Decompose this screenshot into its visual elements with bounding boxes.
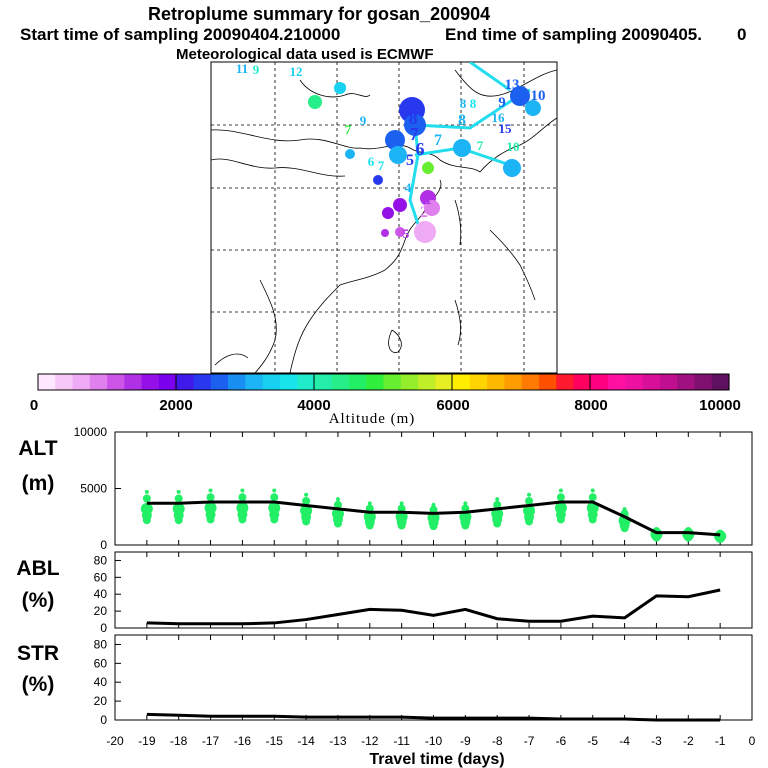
y-tick-label: 80 xyxy=(94,637,108,651)
x-tick-label: -7 xyxy=(524,734,535,748)
y-tick-label: 0 xyxy=(100,621,107,635)
alt-dot xyxy=(173,510,184,521)
panel-unit: (%) xyxy=(22,589,55,612)
sampling-end: End time of sampling 20090405. xyxy=(445,25,702,44)
y-tick-label: 5000 xyxy=(80,482,107,496)
x-tick-label: -15 xyxy=(266,734,284,748)
alt-dot xyxy=(240,488,245,493)
x-tick-label: -18 xyxy=(170,734,188,748)
x-tick-label: -17 xyxy=(202,734,220,748)
alt-dot xyxy=(397,504,406,513)
alt-dot xyxy=(622,507,627,512)
alt-dot xyxy=(238,493,247,502)
alt-dot xyxy=(654,527,659,532)
alt-dot xyxy=(208,488,213,493)
y-tick-label: 60 xyxy=(94,656,108,670)
x-tick-label: -19 xyxy=(138,734,156,748)
sampling-end-hour: 0 xyxy=(737,25,747,44)
x-tick-label: 0 xyxy=(749,734,756,748)
alt-dot xyxy=(396,516,407,527)
x-axis-label: Travel time (days) xyxy=(369,751,504,768)
alt-dot xyxy=(493,500,502,509)
alt-dot xyxy=(364,516,375,527)
alt-dot xyxy=(302,497,311,506)
alt-dot xyxy=(587,509,598,520)
alt-dot xyxy=(556,493,565,502)
alt-dot xyxy=(142,494,151,503)
alt-dot xyxy=(367,501,372,506)
alt-dot xyxy=(525,497,534,506)
panel-unit: (%) xyxy=(22,673,55,696)
y-tick-label: 40 xyxy=(94,675,108,689)
x-tick-label: -9 xyxy=(460,734,471,748)
alt-dot xyxy=(237,509,248,520)
alt-dot xyxy=(460,516,471,527)
series-line xyxy=(146,500,721,537)
y-tick-label: 0 xyxy=(100,713,107,727)
y-tick-label: 40 xyxy=(94,587,108,601)
y-tick-label: 20 xyxy=(94,604,108,618)
x-tick-label: -20 xyxy=(106,734,124,748)
series-line xyxy=(146,588,721,626)
alt-dot xyxy=(718,530,723,535)
alt-dot xyxy=(270,493,279,502)
alt-dot xyxy=(590,488,595,493)
alt-dot xyxy=(527,492,532,497)
alt-dot xyxy=(558,488,563,493)
alt-dot xyxy=(301,512,312,523)
met-data-note: Meteorological data used is ECMWF xyxy=(176,46,434,63)
x-tick-label: -3 xyxy=(651,734,662,748)
alt-dot xyxy=(463,501,468,506)
alt-dot xyxy=(524,512,535,523)
x-tick-label: -6 xyxy=(556,734,567,748)
y-tick-label: 80 xyxy=(94,553,108,567)
alt-dot xyxy=(304,492,309,497)
alt-dot xyxy=(428,517,439,528)
alt-dot xyxy=(269,509,280,520)
alt-dot xyxy=(555,509,566,520)
y-tick-label: 0 xyxy=(100,538,107,552)
alt-dot xyxy=(144,489,149,494)
alt-dot xyxy=(332,514,343,525)
alt-dot xyxy=(176,489,181,494)
alt-dot xyxy=(272,488,277,493)
x-tick-label: -12 xyxy=(361,734,379,748)
panel-frame xyxy=(114,634,753,721)
x-tick-label: -10 xyxy=(425,734,443,748)
x-tick-label: -11 xyxy=(393,734,410,748)
x-tick-label: -8 xyxy=(492,734,503,748)
panel-label: ALT xyxy=(18,437,57,460)
alt-dot xyxy=(686,527,691,532)
x-tick-label: -16 xyxy=(234,734,252,748)
y-tick-label: 10000 xyxy=(74,425,108,439)
x-tick-label: -1 xyxy=(715,734,726,748)
x-tick-label: -2 xyxy=(683,734,694,748)
y-tick-label: 60 xyxy=(94,570,108,584)
alt-dot xyxy=(495,497,500,502)
alt-dot xyxy=(141,510,152,521)
alt-dot xyxy=(174,494,183,503)
panel-unit: (m) xyxy=(22,472,55,495)
alt-dot xyxy=(492,514,503,525)
y-tick-label: 20 xyxy=(94,694,108,708)
x-tick-label: -5 xyxy=(587,734,598,748)
alt-dot xyxy=(205,509,216,520)
chart-title: Retroplume summary for gosan_200904 xyxy=(148,4,491,24)
alt-dot xyxy=(399,501,404,506)
panel-label: STR xyxy=(17,642,59,665)
x-tick-label: -4 xyxy=(619,734,630,748)
alt-dot xyxy=(588,493,597,502)
alt-dot xyxy=(619,520,630,531)
alt-dot xyxy=(335,497,340,502)
series-line xyxy=(146,712,721,722)
sampling-start: Start time of sampling 20090404.210000 xyxy=(20,25,341,44)
panel-label: ABL xyxy=(16,557,59,580)
alt-dot xyxy=(333,500,342,509)
x-tick-label: -13 xyxy=(329,734,347,748)
alt-dot xyxy=(431,502,436,507)
alt-dot xyxy=(206,493,215,502)
x-tick-label: -14 xyxy=(297,734,315,748)
